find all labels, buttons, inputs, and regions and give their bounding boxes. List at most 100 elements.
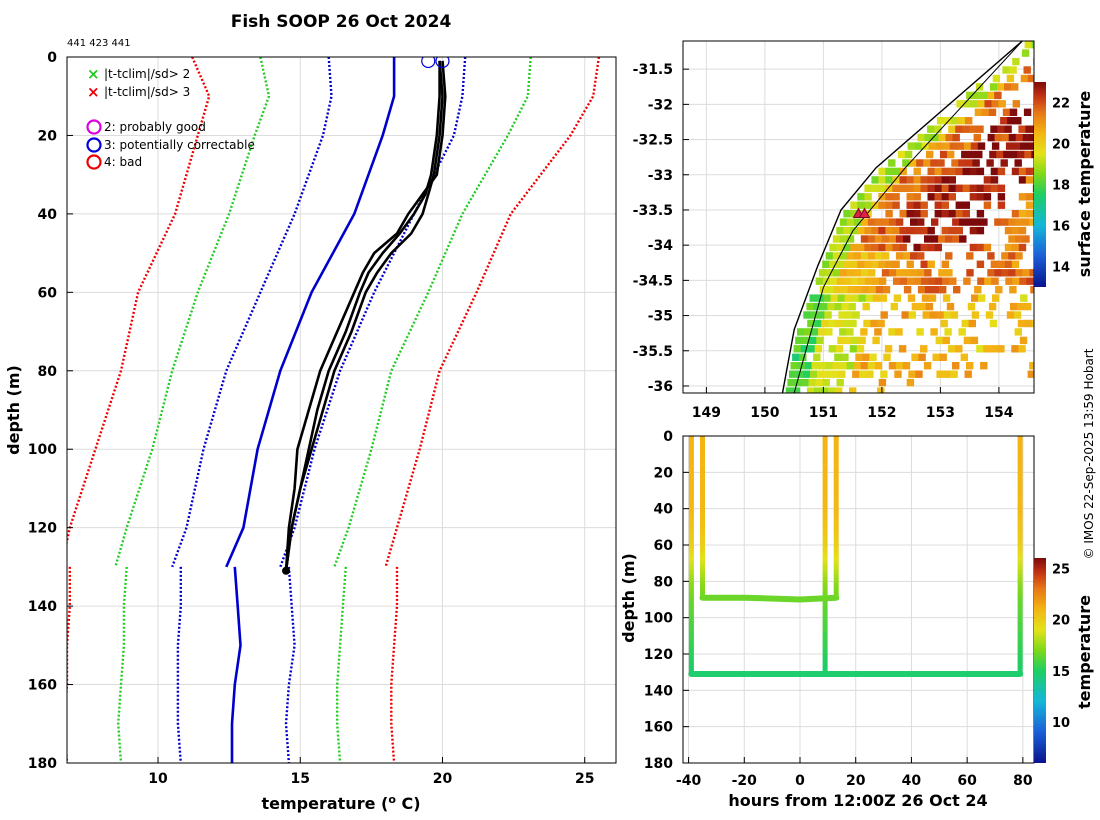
sst-cell	[991, 277, 999, 285]
cast-segment	[822, 624, 828, 629]
sst-cell	[904, 150, 913, 159]
sst-cell	[855, 353, 863, 361]
cast-segment	[822, 512, 828, 517]
sst-cell	[818, 362, 826, 370]
climatology-line	[284, 566, 296, 763]
sst-cell	[1027, 142, 1034, 150]
cast-segment	[833, 570, 839, 575]
sst-cell	[899, 176, 907, 184]
sst-cell	[997, 193, 1006, 201]
sst-cell	[864, 277, 873, 285]
profile-plot-area	[67, 57, 616, 763]
sst-cell	[895, 252, 904, 260]
cast-segment	[833, 468, 839, 473]
sst-cell	[878, 243, 886, 252]
cast-segment	[688, 439, 694, 444]
cast-segment	[1017, 508, 1023, 513]
sst-cell	[897, 150, 906, 159]
cast-segment	[688, 443, 694, 448]
cast-segment	[1017, 646, 1023, 651]
sst-cell	[940, 150, 948, 159]
cast-segment	[1017, 657, 1023, 662]
sst-cell	[867, 362, 876, 370]
sst-cell	[832, 252, 841, 260]
ts-y-tick-label: 20	[654, 465, 674, 481]
sst-cell	[857, 201, 865, 209]
sst-cell	[844, 294, 852, 302]
sst-cell	[1010, 150, 1018, 159]
ts-colorbar-label: temperature	[1075, 595, 1094, 709]
sst-cell	[980, 218, 988, 226]
sst-cell	[892, 184, 900, 192]
cast-segment	[833, 559, 839, 564]
sst-cell	[938, 133, 946, 142]
sst-cell	[997, 83, 1005, 91]
sst-cell	[892, 260, 900, 268]
cast-segment	[822, 486, 828, 491]
sst-cell	[1012, 57, 1020, 66]
sst-cell	[991, 142, 1000, 150]
cast-segment	[688, 472, 694, 477]
cast-segment	[700, 552, 705, 557]
climatology-line	[176, 566, 183, 763]
sst-cell	[941, 193, 949, 201]
sst-cell	[864, 193, 872, 201]
sst-cell	[836, 378, 844, 387]
map-x-tick-label: 150	[750, 405, 779, 421]
cast-segment	[833, 545, 839, 549]
magenta-circle-marker-icon	[86, 119, 102, 135]
cast-segment	[1017, 515, 1023, 520]
sst-cell	[932, 353, 940, 361]
sst-cell	[861, 286, 870, 294]
y-tick-label: 100	[28, 442, 57, 458]
sst-cell	[943, 370, 951, 378]
cast-segment	[822, 668, 828, 673]
sst-cell	[944, 328, 952, 336]
map-colorbar-tick-label: 18	[1052, 179, 1070, 194]
sst-cell	[987, 269, 995, 277]
sst-cell	[950, 117, 959, 125]
sst-cell	[958, 328, 966, 336]
sst-cell	[861, 269, 869, 277]
sst-cell	[962, 167, 970, 176]
sst-cell	[1002, 66, 1010, 74]
cast-segment	[833, 450, 839, 455]
sst-cell	[1015, 218, 1023, 226]
ts-series	[688, 436, 1024, 677]
ts-y-tick-label: 160	[644, 720, 673, 736]
sst-cell	[924, 235, 932, 243]
map-colorbar-tick-label: 20	[1052, 138, 1070, 153]
y-tick-label: 180	[28, 756, 57, 772]
sst-cell	[851, 336, 859, 345]
sst-cell	[1029, 269, 1034, 277]
cast-segment	[1017, 523, 1023, 528]
sst-cell	[790, 362, 798, 370]
sst-cell	[1022, 235, 1030, 243]
cast-segment	[833, 472, 839, 477]
sst-cell	[806, 302, 814, 311]
sst-cell	[878, 277, 887, 285]
cast-segment	[822, 530, 828, 535]
sst-cell	[917, 218, 925, 226]
sst-cell	[969, 184, 978, 192]
sst-cell	[843, 243, 851, 252]
sst-cell	[815, 277, 824, 285]
map-x-tick-label: 149	[692, 405, 721, 421]
sst-cell	[832, 235, 841, 243]
sst-cell	[817, 311, 825, 319]
cast-segment	[1017, 592, 1023, 597]
sst-cell	[846, 269, 855, 277]
sst-cell	[1022, 269, 1030, 277]
sst-cell	[961, 319, 969, 328]
sst-cell	[1022, 218, 1030, 226]
cast-segment	[688, 664, 694, 669]
sst-cell	[985, 311, 994, 319]
sst-cell	[989, 83, 998, 91]
sst-cell	[839, 328, 847, 336]
sst-cell	[841, 302, 849, 311]
sst-cell	[1009, 66, 1017, 74]
cast-segment	[822, 519, 828, 524]
sst-cell	[792, 353, 800, 361]
cast-segment	[822, 526, 828, 531]
sst-cell	[942, 142, 951, 150]
